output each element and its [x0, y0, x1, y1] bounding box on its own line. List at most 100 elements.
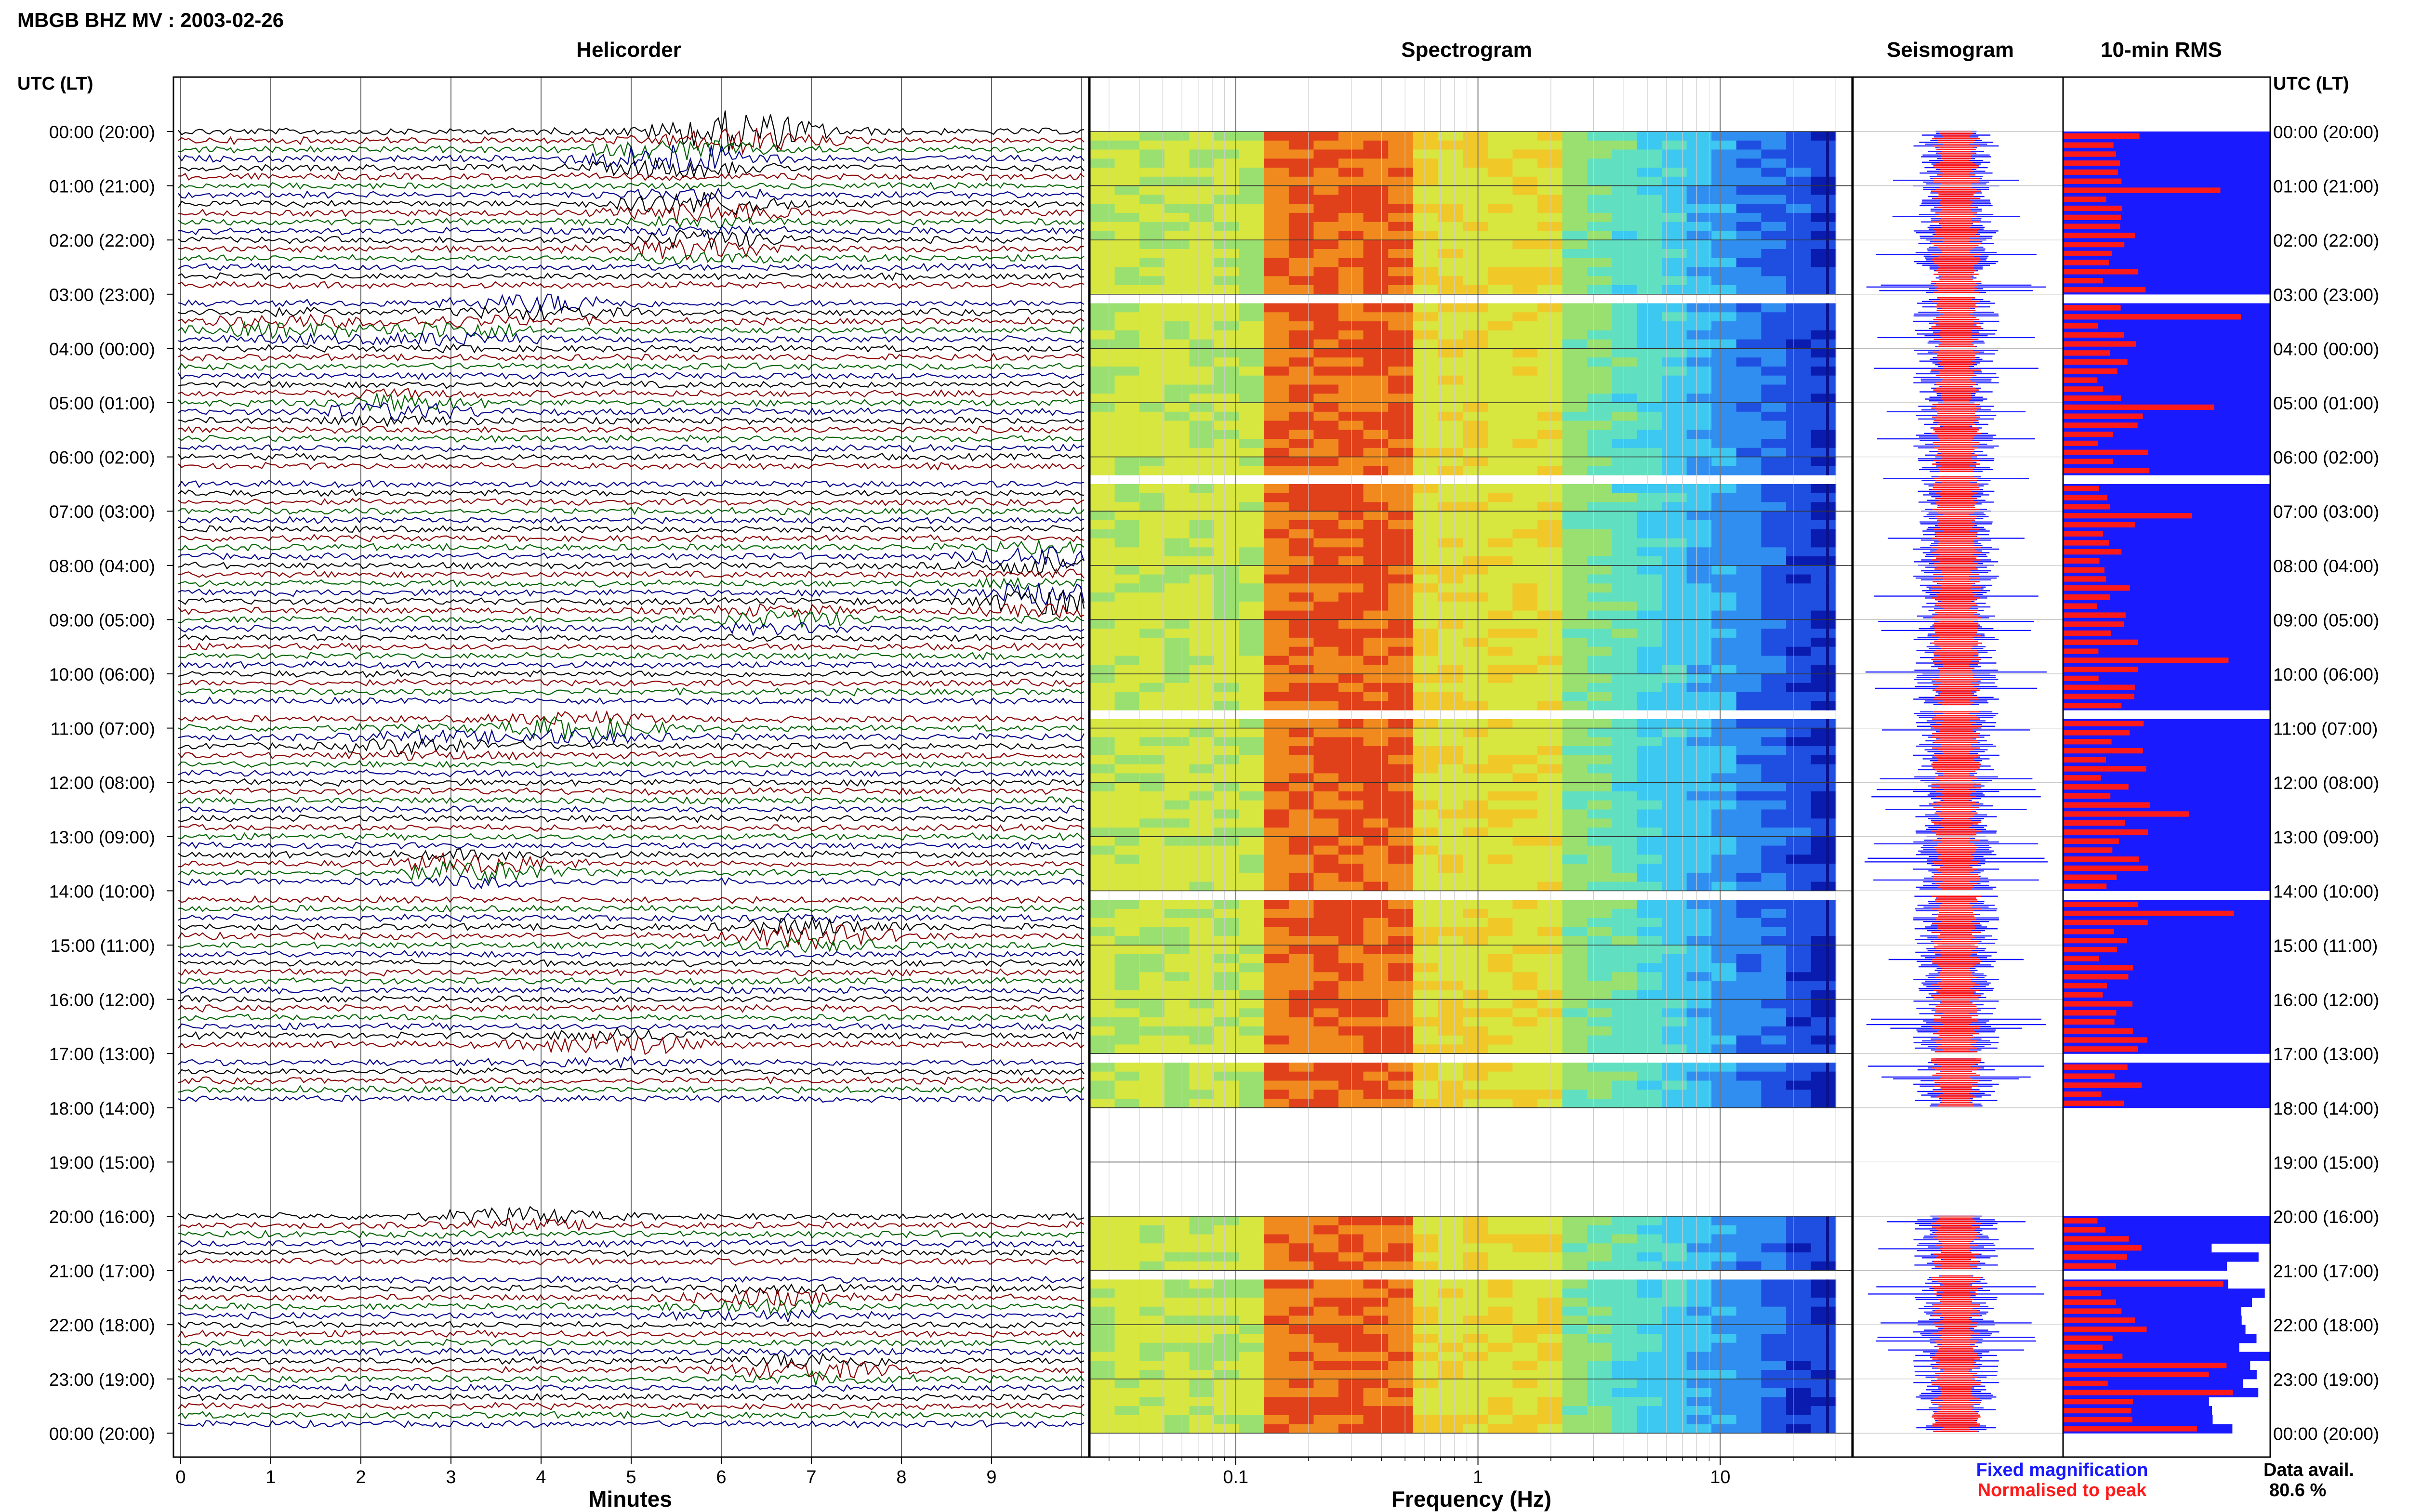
- spectrogram-cell: [1313, 737, 1339, 747]
- spectrogram-cell: [1388, 158, 1414, 168]
- spectrogram-cell: [1537, 1243, 1563, 1253]
- spectrogram-cell: [1139, 1370, 1165, 1380]
- spectrogram-cell: [1214, 1406, 1240, 1416]
- spectrogram-cell: [1090, 366, 1115, 376]
- spectrogram-cell: [1214, 1424, 1240, 1433]
- spectrogram-cell: [1537, 1035, 1563, 1045]
- spectrogram-cell: [1438, 755, 1463, 765]
- spectrogram-cell: [1811, 158, 1837, 168]
- spectrogram-cell: [1189, 629, 1215, 638]
- spectrogram-cell: [1662, 1063, 1687, 1072]
- spectrogram-cell: [1239, 439, 1265, 448]
- spectrogram-cell: [1239, 158, 1265, 168]
- spectrogram-cell: [1512, 321, 1538, 331]
- spectrogram-cell: [1512, 1026, 1538, 1036]
- spectrogram-cell: [1114, 430, 1140, 439]
- spectrogram-cell: [1487, 828, 1513, 837]
- spectrogram-cell: [1313, 185, 1339, 195]
- spectrogram-cell: [1612, 692, 1638, 701]
- spectrogram-cell: [1487, 276, 1513, 286]
- spectrogram-cell: [1761, 565, 1787, 575]
- spectrogram-cell: [1214, 864, 1240, 873]
- spectrogram-cell: [1562, 881, 1588, 891]
- spectrogram-cell: [1487, 394, 1513, 403]
- spectrogram-cell: [1487, 366, 1513, 376]
- spectrogram-cell: [1090, 583, 1115, 593]
- spectrogram-cell: [1189, 384, 1215, 394]
- spectrogram-cell: [1363, 565, 1389, 575]
- spectrogram-cell: [1214, 1090, 1240, 1099]
- spectrogram-cell: [1826, 1325, 1829, 1334]
- spectrogram-cell: [1612, 1361, 1638, 1370]
- spectrogram-cell: [1264, 1424, 1289, 1433]
- spectrogram-cell: [1512, 592, 1538, 602]
- spectrogram-cell: [1463, 637, 1488, 647]
- spectrogram-cell: [1612, 1243, 1638, 1253]
- spectrogram-cell: [1826, 981, 1829, 991]
- spectrogram-cell: [1761, 610, 1787, 620]
- spectrogram-cell: [1239, 348, 1265, 358]
- spectrogram-cell: [1090, 457, 1115, 466]
- spectrogram-cell: [1826, 231, 1829, 240]
- spectrogram-cell: [1288, 963, 1314, 973]
- spectrogram-cell: [1388, 1044, 1414, 1054]
- spectrogram-cell: [1189, 809, 1215, 819]
- spectrogram-cell: [1438, 809, 1463, 819]
- spectrogram-cell: [1562, 439, 1588, 448]
- spectrogram-cell: [1164, 1216, 1190, 1226]
- spectrogram-cell: [1826, 592, 1829, 602]
- spectrogram-cell: [1264, 619, 1289, 629]
- spectrogram-cell: [1413, 222, 1439, 232]
- spectrogram-cell: [1214, 1288, 1240, 1298]
- spectrogram-cell: [1438, 1306, 1463, 1316]
- spectrogram-cell: [1512, 1225, 1538, 1235]
- spectrogram-cell: [1463, 1397, 1488, 1407]
- spectrogram-cell: [1413, 936, 1439, 946]
- spectrogram-cell: [1114, 1325, 1140, 1334]
- spectrogram-cell: [1487, 249, 1513, 259]
- spectrogram-cell: [1612, 972, 1638, 982]
- spectrogram-cell: [1811, 692, 1837, 701]
- spectrogram-cell: [1562, 140, 1588, 150]
- spectrogram-cell: [1239, 800, 1265, 810]
- spectrogram-cell: [1463, 204, 1488, 213]
- spectrogram-cell: [1313, 403, 1339, 412]
- spectrogram-cell: [1090, 158, 1115, 168]
- spectrogram-cell: [1686, 520, 1712, 530]
- spectrogram-cell: [1214, 1035, 1240, 1045]
- spectrogram-cell: [1090, 1325, 1115, 1334]
- spectrogram-cell: [1139, 321, 1165, 331]
- spectrogram-cell: [1090, 999, 1115, 1009]
- spectrogram-cell: [1811, 855, 1837, 864]
- spectrogram-cell: [1438, 773, 1463, 783]
- spectrogram-cell: [1114, 1035, 1140, 1045]
- spectrogram-cell: [1288, 1225, 1314, 1235]
- spectrogram-cell: [1811, 872, 1837, 882]
- spectrogram-cell: [1612, 999, 1638, 1009]
- spectrogram-cell: [1637, 312, 1662, 322]
- spectrogram-cell: [1139, 493, 1165, 503]
- spectrogram-cell: [1662, 520, 1687, 530]
- spectrogram-cell: [1686, 366, 1712, 376]
- spectrogram-cell: [1537, 1261, 1563, 1271]
- spectrogram-cell: [1512, 303, 1538, 313]
- spectrogram-cell: [1388, 547, 1414, 557]
- spectrogram-cell: [1587, 1243, 1613, 1253]
- spectrogram-cell: [1826, 1370, 1829, 1380]
- spectrogram-cell: [1686, 990, 1712, 1000]
- spectrogram-cell: [1413, 583, 1439, 593]
- spectrogram-cell: [1587, 1044, 1613, 1054]
- spectrogram-cell: [1313, 430, 1339, 439]
- spectrogram-cell: [1487, 1225, 1513, 1235]
- spectrogram-cell: [1761, 484, 1787, 494]
- spectrogram-cell: [1786, 629, 1812, 638]
- spectrogram-cell: [1562, 1026, 1588, 1036]
- spectrogram-cell: [1139, 430, 1165, 439]
- spectrogram-cell: [1811, 1017, 1837, 1027]
- spectrogram-cell: [1537, 1026, 1563, 1036]
- spectrogram-cell: [1537, 1388, 1563, 1397]
- spectrogram-cell: [1413, 285, 1439, 295]
- spectrogram-cell: [1438, 158, 1463, 168]
- spectrogram-cell: [1826, 800, 1829, 810]
- spectrogram-cell: [1164, 755, 1190, 765]
